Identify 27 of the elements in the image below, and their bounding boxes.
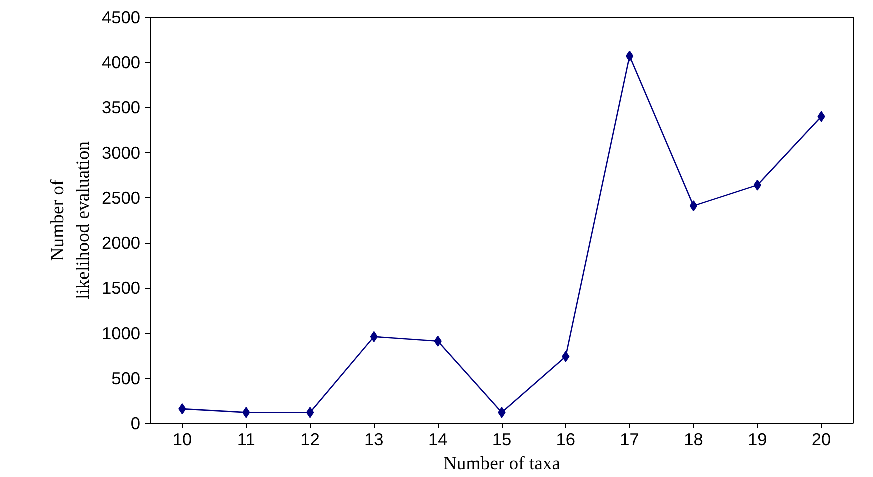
x-tick-label: 17 xyxy=(620,430,640,450)
y-tick-label: 0 xyxy=(130,414,141,434)
point xyxy=(370,331,378,342)
x-tick-label: 10 xyxy=(172,430,192,450)
point xyxy=(690,200,698,212)
x-tick-label: 14 xyxy=(428,430,448,450)
y-tick-label: 500 xyxy=(112,368,141,388)
x-tick-label: 12 xyxy=(300,430,320,450)
x-tick-label: 20 xyxy=(812,430,832,450)
x-tick-label: 11 xyxy=(237,430,256,450)
x-tick-label: 15 xyxy=(492,430,512,450)
x-tick-label: 16 xyxy=(556,430,576,450)
y-tick-label: 1500 xyxy=(102,278,141,298)
x-axis-title: Number of taxa xyxy=(443,454,562,474)
y-tick-label: 4000 xyxy=(102,52,141,73)
y-tick-label: 1000 xyxy=(102,323,141,344)
x-tick-label: 19 xyxy=(748,430,768,450)
y-tick-label: 2000 xyxy=(102,233,141,254)
point xyxy=(306,407,314,418)
point xyxy=(626,50,634,62)
y-tick-label: 3000 xyxy=(102,142,141,163)
y-axis-title: Number of likelihood evaluation xyxy=(48,140,94,300)
x-tick-label: 18 xyxy=(684,430,704,450)
y-tick-label: 4500 xyxy=(102,8,141,28)
y-tick-label: 3500 xyxy=(102,98,141,118)
x-tick-label: 13 xyxy=(364,430,384,450)
y-tick-label: 2500 xyxy=(102,188,141,208)
